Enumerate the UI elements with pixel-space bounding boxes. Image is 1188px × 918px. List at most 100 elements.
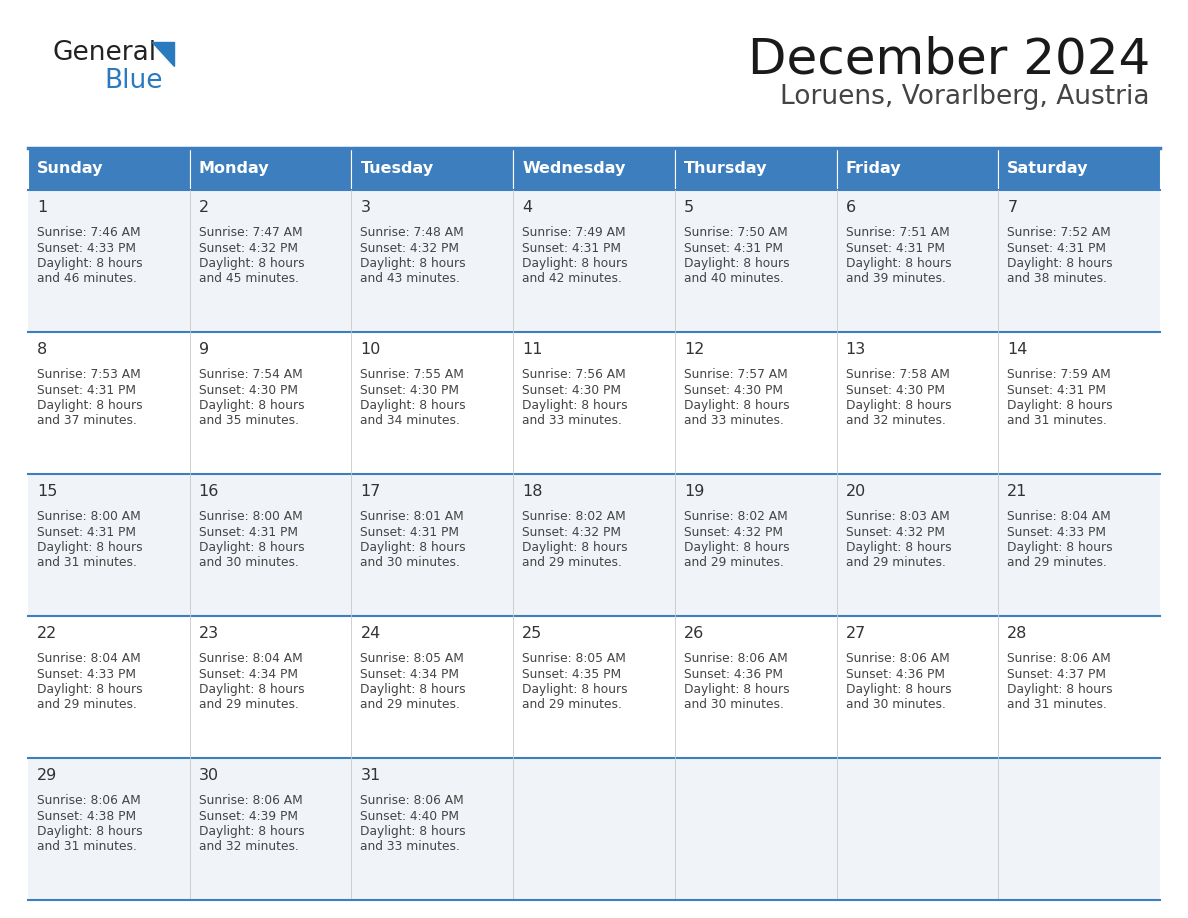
Text: Daylight: 8 hours: Daylight: 8 hours <box>523 541 627 554</box>
Text: 25: 25 <box>523 626 543 641</box>
Text: 18: 18 <box>523 484 543 499</box>
Text: Sunrise: 7:54 AM: Sunrise: 7:54 AM <box>198 368 303 381</box>
Text: Sunrise: 7:47 AM: Sunrise: 7:47 AM <box>198 226 302 239</box>
Text: 30: 30 <box>198 768 219 783</box>
Text: Daylight: 8 hours: Daylight: 8 hours <box>37 683 143 696</box>
Text: and 29 minutes.: and 29 minutes. <box>1007 556 1107 569</box>
Text: Sunrise: 7:50 AM: Sunrise: 7:50 AM <box>684 226 788 239</box>
Text: and 31 minutes.: and 31 minutes. <box>37 841 137 854</box>
Text: Monday: Monday <box>198 162 270 176</box>
Text: Friday: Friday <box>846 162 902 176</box>
Text: 22: 22 <box>37 626 57 641</box>
Text: Daylight: 8 hours: Daylight: 8 hours <box>846 541 952 554</box>
Text: Daylight: 8 hours: Daylight: 8 hours <box>1007 683 1113 696</box>
Text: Sunrise: 7:58 AM: Sunrise: 7:58 AM <box>846 368 949 381</box>
Text: Daylight: 8 hours: Daylight: 8 hours <box>360 399 466 412</box>
Text: Sunset: 4:32 PM: Sunset: 4:32 PM <box>684 525 783 539</box>
Text: Sunrise: 8:02 AM: Sunrise: 8:02 AM <box>684 510 788 523</box>
Text: 4: 4 <box>523 200 532 215</box>
Text: Sunset: 4:34 PM: Sunset: 4:34 PM <box>198 667 298 680</box>
Text: Sunset: 4:38 PM: Sunset: 4:38 PM <box>37 810 137 823</box>
Text: 24: 24 <box>360 626 380 641</box>
Text: Sunset: 4:33 PM: Sunset: 4:33 PM <box>37 241 135 254</box>
Text: Sunrise: 8:06 AM: Sunrise: 8:06 AM <box>198 794 303 807</box>
Text: 14: 14 <box>1007 342 1028 357</box>
Text: Sunset: 4:32 PM: Sunset: 4:32 PM <box>360 241 460 254</box>
Text: Sunset: 4:33 PM: Sunset: 4:33 PM <box>1007 525 1106 539</box>
Text: Daylight: 8 hours: Daylight: 8 hours <box>360 541 466 554</box>
Text: and 33 minutes.: and 33 minutes. <box>684 415 784 428</box>
Text: Sunrise: 8:03 AM: Sunrise: 8:03 AM <box>846 510 949 523</box>
Text: and 46 minutes.: and 46 minutes. <box>37 273 137 285</box>
Bar <box>29 190 1159 332</box>
Text: Sunset: 4:33 PM: Sunset: 4:33 PM <box>37 667 135 680</box>
Text: and 31 minutes.: and 31 minutes. <box>1007 699 1107 711</box>
Text: Sunrise: 7:56 AM: Sunrise: 7:56 AM <box>523 368 626 381</box>
Text: Sunset: 4:35 PM: Sunset: 4:35 PM <box>523 667 621 680</box>
Bar <box>675 148 836 190</box>
Text: 2: 2 <box>198 200 209 215</box>
Text: 5: 5 <box>684 200 694 215</box>
Text: Sunset: 4:30 PM: Sunset: 4:30 PM <box>684 384 783 397</box>
Text: Sunset: 4:30 PM: Sunset: 4:30 PM <box>523 384 621 397</box>
Text: Loruens, Vorarlberg, Austria: Loruens, Vorarlberg, Austria <box>781 84 1150 110</box>
Text: Sunset: 4:30 PM: Sunset: 4:30 PM <box>198 384 298 397</box>
Bar <box>29 616 1159 758</box>
Text: and 33 minutes.: and 33 minutes. <box>360 841 460 854</box>
Text: Tuesday: Tuesday <box>360 162 434 176</box>
Bar <box>29 148 190 190</box>
Text: and 32 minutes.: and 32 minutes. <box>198 841 298 854</box>
Text: Sunrise: 8:00 AM: Sunrise: 8:00 AM <box>198 510 303 523</box>
Text: and 29 minutes.: and 29 minutes. <box>523 556 623 569</box>
Text: Sunrise: 8:04 AM: Sunrise: 8:04 AM <box>37 652 140 665</box>
Text: Daylight: 8 hours: Daylight: 8 hours <box>360 257 466 270</box>
Text: and 29 minutes.: and 29 minutes. <box>846 556 946 569</box>
Text: 9: 9 <box>198 342 209 357</box>
Text: 16: 16 <box>198 484 219 499</box>
Text: Sunrise: 8:02 AM: Sunrise: 8:02 AM <box>523 510 626 523</box>
Text: Daylight: 8 hours: Daylight: 8 hours <box>1007 541 1113 554</box>
Bar <box>29 758 1159 900</box>
Text: Sunset: 4:31 PM: Sunset: 4:31 PM <box>846 241 944 254</box>
Text: and 29 minutes.: and 29 minutes. <box>198 699 298 711</box>
Text: Sunrise: 8:06 AM: Sunrise: 8:06 AM <box>684 652 788 665</box>
Text: Daylight: 8 hours: Daylight: 8 hours <box>360 683 466 696</box>
Text: 12: 12 <box>684 342 704 357</box>
Text: Sunset: 4:34 PM: Sunset: 4:34 PM <box>360 667 460 680</box>
Text: Daylight: 8 hours: Daylight: 8 hours <box>198 541 304 554</box>
Text: 17: 17 <box>360 484 381 499</box>
Text: 20: 20 <box>846 484 866 499</box>
Text: Daylight: 8 hours: Daylight: 8 hours <box>1007 257 1113 270</box>
Text: Sunrise: 7:55 AM: Sunrise: 7:55 AM <box>360 368 465 381</box>
Text: and 30 minutes.: and 30 minutes. <box>846 699 946 711</box>
Text: Sunrise: 7:48 AM: Sunrise: 7:48 AM <box>360 226 465 239</box>
Text: and 45 minutes.: and 45 minutes. <box>198 273 298 285</box>
Text: and 29 minutes.: and 29 minutes. <box>37 699 137 711</box>
Text: Sunrise: 8:00 AM: Sunrise: 8:00 AM <box>37 510 140 523</box>
Text: Sunrise: 8:04 AM: Sunrise: 8:04 AM <box>1007 510 1111 523</box>
Text: 6: 6 <box>846 200 855 215</box>
Text: Sunrise: 8:05 AM: Sunrise: 8:05 AM <box>360 652 465 665</box>
Text: Daylight: 8 hours: Daylight: 8 hours <box>684 541 790 554</box>
Text: Daylight: 8 hours: Daylight: 8 hours <box>846 683 952 696</box>
Text: Sunrise: 8:05 AM: Sunrise: 8:05 AM <box>523 652 626 665</box>
Bar <box>29 474 1159 616</box>
Text: Daylight: 8 hours: Daylight: 8 hours <box>846 399 952 412</box>
Text: Daylight: 8 hours: Daylight: 8 hours <box>198 257 304 270</box>
Text: Blue: Blue <box>105 68 163 94</box>
Text: Daylight: 8 hours: Daylight: 8 hours <box>523 257 627 270</box>
Bar <box>29 332 1159 474</box>
Text: 27: 27 <box>846 626 866 641</box>
Text: 19: 19 <box>684 484 704 499</box>
Text: Sunrise: 8:06 AM: Sunrise: 8:06 AM <box>360 794 465 807</box>
Text: Daylight: 8 hours: Daylight: 8 hours <box>523 683 627 696</box>
Text: and 29 minutes.: and 29 minutes. <box>523 699 623 711</box>
Text: Sunset: 4:31 PM: Sunset: 4:31 PM <box>37 525 135 539</box>
Text: Sunset: 4:30 PM: Sunset: 4:30 PM <box>360 384 460 397</box>
Text: Wednesday: Wednesday <box>523 162 626 176</box>
Text: December 2024: December 2024 <box>747 36 1150 84</box>
Text: and 33 minutes.: and 33 minutes. <box>523 415 623 428</box>
Text: Sunset: 4:31 PM: Sunset: 4:31 PM <box>523 241 621 254</box>
Text: and 30 minutes.: and 30 minutes. <box>198 556 298 569</box>
Text: Sunrise: 7:49 AM: Sunrise: 7:49 AM <box>523 226 626 239</box>
